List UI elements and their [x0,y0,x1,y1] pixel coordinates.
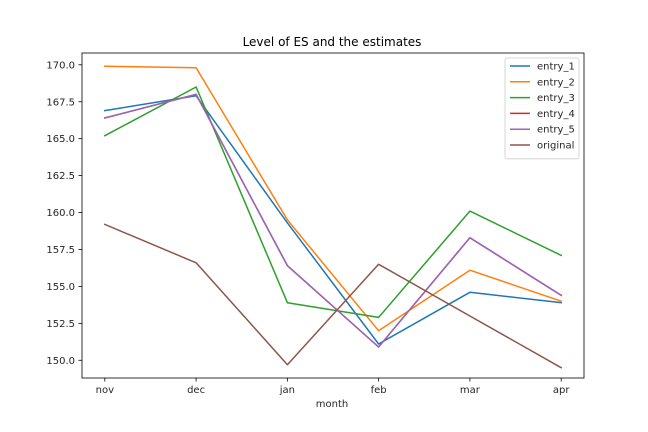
y-tick-label: 152.5 [46,319,75,330]
x-tick-label: nov [96,385,114,396]
series-line-entry-2 [104,65,563,332]
chart-title: Level of ES and the estimates [243,35,422,49]
series-line-entry-3 [103,86,563,319]
x-axis-title: month [316,399,348,410]
x-axis: nov dec jan feb mar apr [96,378,570,396]
x-tick-label: dec [187,385,205,396]
y-tick-label: 160.0 [46,208,75,219]
x-tick-label: mar [460,385,481,396]
legend: entry_1 entry_2 entry_3 entry_4 entry_5origi… [504,57,580,160]
legend-label-original: original [537,141,574,152]
y-tick-label: 150.0 [46,356,75,367]
y-tick-label: 170.0 [46,60,75,71]
series-layer [103,65,563,369]
y-tick-label: 162.5 [46,171,75,182]
y-tick-label: 155.0 [46,282,75,293]
legend-label-entry-3: entry_3 [537,93,575,104]
y-axis: 150.0 152.5 155.0 157.5 160.0 162.5 165.0 167.5… [46,60,82,367]
series-line-entry-5 [103,93,563,348]
legend-box [504,57,580,160]
series-line-original [103,223,563,369]
y-tick-label: 167.5 [46,97,75,108]
plot-area [81,52,585,379]
x-tick-label: feb [371,385,387,396]
legend-label-entry-2: entry_2 [537,77,575,88]
y-tick-label: 157.5 [46,245,75,256]
legend-label-entry-5: entry_5 [537,125,575,136]
series-line-entry-4 [103,93,563,348]
y-tick-label: 165.0 [46,134,75,145]
x-tick-label: apr [553,385,570,396]
legend-label-entry-4: entry_4 [537,109,575,120]
x-tick-label: jan [279,385,295,396]
legend-label-entry-1: entry_1 [537,62,575,73]
